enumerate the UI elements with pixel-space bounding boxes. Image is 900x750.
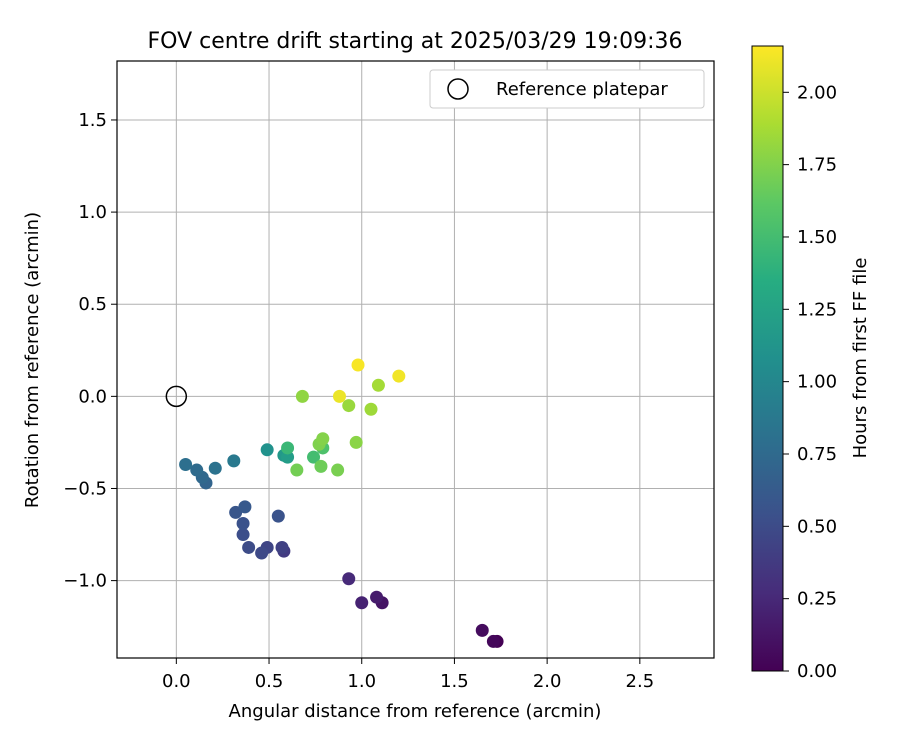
data-point — [475, 623, 489, 637]
data-point — [349, 435, 363, 449]
y-tick-label: −1.0 — [63, 571, 107, 592]
colorbar-label: Hours from first FF file — [850, 258, 871, 459]
data-points — [165, 358, 504, 648]
data-point — [242, 540, 256, 554]
colorbar: 0.00 0.25 0.50 0.75 1.00 1.25 1.50 1.75 2.00 Hou… — [751, 45, 871, 682]
y-axis-label: Rotation from reference (arcmin) — [22, 212, 43, 508]
y-tick-label: 0.5 — [78, 294, 107, 315]
data-point — [208, 461, 222, 475]
y-axis: −1.0 −0.5 0.0 0.5 1.0 1.5 — [63, 110, 117, 592]
y-tick-label: 1.5 — [78, 110, 107, 131]
colorbar-gradient — [751, 45, 784, 672]
data-point — [364, 402, 378, 416]
legend-box — [429, 69, 705, 109]
data-point — [392, 369, 406, 383]
data-point — [281, 441, 295, 455]
colorbar-tick-label: 2.00 — [797, 82, 837, 103]
data-point — [271, 509, 285, 523]
data-point — [295, 389, 309, 403]
colorbar-tick-label: 0.50 — [797, 516, 837, 537]
data-point — [370, 590, 384, 604]
legend-label: Reference platepar — [496, 79, 668, 100]
x-tick-label: 2.0 — [533, 671, 562, 692]
grid-lines — [117, 61, 714, 658]
data-point — [190, 463, 204, 477]
colorbar-tick-label: 0.25 — [797, 589, 837, 610]
data-point — [179, 458, 193, 472]
data-point — [332, 389, 346, 403]
data-point — [236, 528, 250, 542]
data-point — [275, 540, 289, 554]
y-tick-label: 0.0 — [78, 386, 107, 407]
data-point — [227, 454, 241, 468]
legend: Reference platepar — [429, 69, 705, 109]
x-tick-label: 0.0 — [162, 671, 191, 692]
data-point — [236, 516, 250, 530]
data-point — [281, 450, 295, 464]
y-tick-label: 1.0 — [78, 202, 107, 223]
colorbar-tick-label: 1.00 — [797, 372, 837, 393]
colorbar-ticks: 0.00 0.25 0.50 0.75 1.00 1.25 1.50 1.75 2.00 — [783, 82, 837, 682]
y-tick-label: −0.5 — [63, 478, 107, 499]
x-tick-label: 0.5 — [255, 671, 284, 692]
data-point — [486, 634, 500, 648]
colorbar-tick-label: 0.75 — [797, 444, 837, 465]
data-point — [342, 399, 356, 413]
data-point — [314, 459, 328, 473]
x-axis-label: Angular distance from reference (arcmin) — [229, 701, 602, 722]
data-point — [342, 572, 356, 586]
data-point — [307, 450, 321, 464]
colorbar-tick-label: 1.25 — [797, 299, 837, 320]
plot-area-frame — [116, 60, 715, 659]
x-tick-label: 1.0 — [347, 671, 376, 692]
data-point — [355, 596, 369, 610]
data-point — [255, 546, 269, 560]
data-point — [351, 358, 365, 372]
data-point — [290, 463, 304, 477]
x-axis: 0.0 0.5 1.0 1.5 2.0 2.5 — [162, 658, 654, 692]
colorbar-tick-label: 0.00 — [797, 661, 837, 682]
x-tick-label: 2.5 — [626, 671, 655, 692]
data-point — [238, 500, 252, 514]
data-point — [260, 443, 274, 457]
data-point — [371, 378, 385, 392]
data-point — [331, 463, 345, 477]
chart-title: FOV centre drift starting at 2025/03/29 … — [148, 29, 683, 54]
reference-platepar-marker — [165, 385, 188, 408]
colorbar-tick-label: 1.75 — [797, 155, 837, 176]
colorbar-tick-label: 1.50 — [797, 227, 837, 248]
x-tick-label: 1.5 — [440, 671, 469, 692]
legend-marker-open-circle-icon — [447, 78, 469, 100]
data-point — [316, 432, 330, 446]
